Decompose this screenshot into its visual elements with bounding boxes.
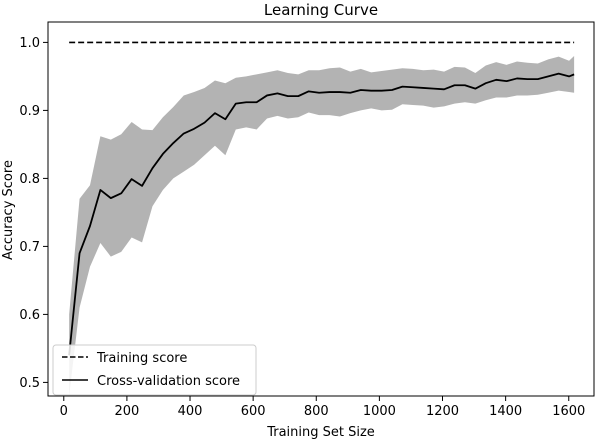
x-tick-label: 1400 xyxy=(489,404,522,419)
y-tick-label: 0.8 xyxy=(19,172,40,187)
chart-title: Learning Curve xyxy=(264,1,378,19)
cv-score-band xyxy=(69,56,575,396)
plot-frame xyxy=(47,21,595,397)
legend-label-training: Training score xyxy=(96,351,187,366)
band-layer xyxy=(69,56,575,396)
y-tick-label: 0.5 xyxy=(19,376,40,391)
y-axis-label: Accuracy Score xyxy=(1,160,16,260)
legend-label-cv: Cross-validation score xyxy=(97,374,240,389)
series-layer xyxy=(68,41,575,356)
cv-score-line xyxy=(68,72,575,356)
x-tick-label: 400 xyxy=(178,404,203,419)
x-tick-label: 1600 xyxy=(552,404,585,419)
x-tick-label: 1200 xyxy=(426,404,459,419)
y-tick-label: 0.7 xyxy=(19,240,40,255)
y-tick-label: 0.9 xyxy=(19,104,40,119)
x-tick-label: 600 xyxy=(241,404,266,419)
y-axis: 0.5 0.6 0.7 0.8 0.9 1.0 xyxy=(19,36,48,391)
x-tick-label: 1000 xyxy=(363,404,396,419)
x-tick-label: 200 xyxy=(114,404,139,419)
legend-box xyxy=(52,344,257,396)
y-tick-label: 1.0 xyxy=(19,36,40,51)
x-tick-label: 800 xyxy=(304,404,329,419)
legend: Training score Cross-validation score xyxy=(52,344,257,396)
y-tick-label: 0.6 xyxy=(19,308,40,323)
x-axis: 0 200 400 600 800 1000 1200 1400 1600 xyxy=(60,396,585,419)
x-tick-label: 0 xyxy=(60,404,68,419)
x-axis-label: Training Set Size xyxy=(266,425,375,440)
